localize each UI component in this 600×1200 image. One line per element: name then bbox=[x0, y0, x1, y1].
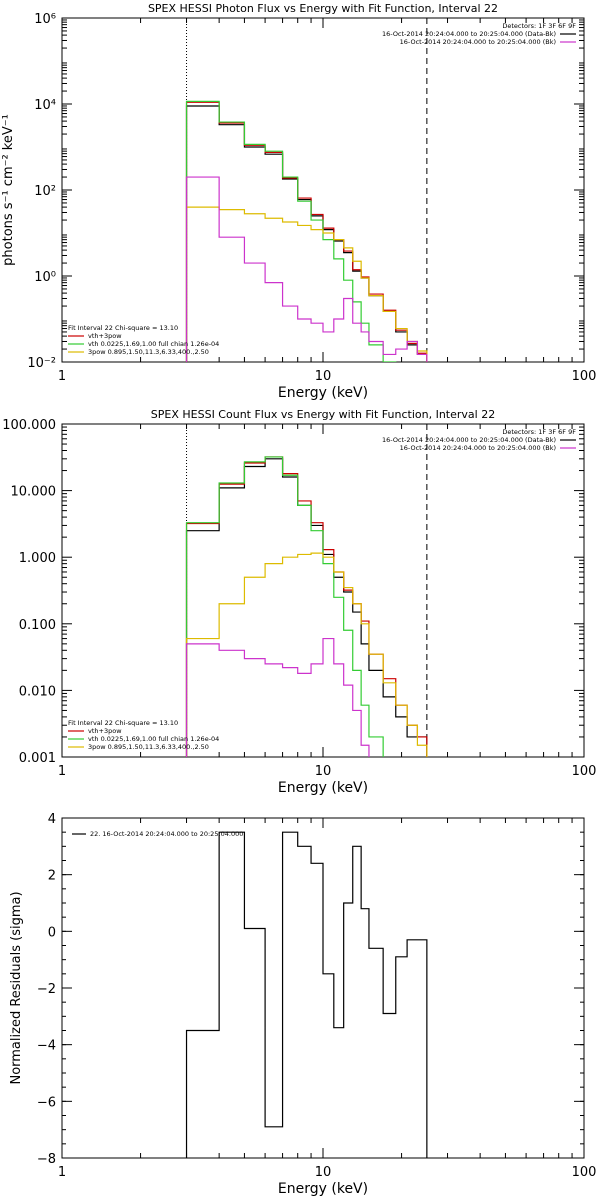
legend-entry: 16-Oct-2014 20:24:04.000 to 20:25:04.000… bbox=[400, 444, 556, 452]
series-bk bbox=[185, 637, 370, 757]
series-data-bk bbox=[185, 105, 428, 362]
series-line bbox=[185, 101, 428, 362]
y-axis-label: photons s⁻¹ cm⁻² keV⁻¹ bbox=[1, 114, 16, 266]
chart-panel-3: 1 10 100 Energy (keV) −8 −6 −4 −2 0 2 4 Normalized … bbox=[9, 812, 596, 1197]
series-vth-3pow bbox=[185, 101, 428, 362]
legend-bottom-left: Fit Interval 22 Chi-square = 13.10vth+3p… bbox=[68, 324, 219, 356]
x-axis-label: Energy (keV) bbox=[278, 1181, 368, 1197]
legend-entry: vth+3pow bbox=[88, 332, 122, 340]
y-axis: −8 −6 −4 −2 0 2 4 Normalized Residuals (sigma) bbox=[9, 812, 584, 1167]
y-tick-label: 10.000 bbox=[11, 485, 57, 500]
x-tick-label: 1 bbox=[58, 1165, 66, 1180]
series-vth bbox=[185, 100, 397, 362]
legend-entry: 3pow 0.895,1.50,11.3,6.33,400.,2.50 bbox=[88, 348, 209, 356]
y-tick-label: −8 bbox=[37, 1152, 56, 1167]
y-tick-label: 10⁶ bbox=[34, 12, 56, 27]
x-tick-label: 10 bbox=[315, 369, 332, 384]
y-tick-label: 4 bbox=[48, 812, 56, 827]
legend-entry: 3pow 0.895,1.50,11.3,6.33,400.,2.50 bbox=[88, 743, 209, 751]
y-tick-label: 100.000 bbox=[2, 418, 56, 433]
x-tick-label: 10 bbox=[315, 764, 332, 779]
legend-entry: Detectors: 1F 3F 6F 9F bbox=[502, 428, 576, 436]
x-tick-label: 10 bbox=[315, 1165, 332, 1180]
x-tick-label: 1 bbox=[58, 369, 66, 384]
y-tick-label: 10⁻² bbox=[27, 356, 56, 371]
series-line bbox=[185, 105, 428, 362]
data-area bbox=[185, 456, 428, 757]
x-axis-label: Energy (keV) bbox=[278, 780, 368, 796]
series-line bbox=[185, 831, 428, 1158]
y-axis-label: Normalized Residuals (sigma) bbox=[9, 891, 24, 1084]
y-axis: 0.001 0.010 0.100 1.000 10.000 100.000 bbox=[2, 418, 584, 766]
legend-header: Fit Interval 22 Chi-square = 13.10 bbox=[68, 324, 178, 332]
legend-header: Fit Interval 22 Chi-square = 13.10 bbox=[68, 719, 178, 727]
series-bk bbox=[185, 176, 428, 362]
x-tick-label: 1 bbox=[58, 764, 66, 779]
x-axis: 1 10 100 Energy (keV) bbox=[58, 18, 597, 401]
chart-title: SPEX HESSI Photon Flux vs Energy with Fi… bbox=[148, 2, 498, 15]
series-vth-3pow bbox=[185, 456, 428, 757]
legend-entry: 16-Oct-2014 20:24:04.000 to 20:25:04.000… bbox=[382, 436, 556, 444]
legend-entry: 22. 16-Oct-2014 20:24:04.000 to 20:25:04… bbox=[90, 830, 243, 838]
y-tick-label: 10⁰ bbox=[34, 270, 56, 285]
y-tick-label: 0.100 bbox=[19, 618, 56, 633]
y-axis: 10⁻² 10⁰ 10² 10⁴ 10⁶ photons s⁻¹ cm⁻² keV⁻¹ bbox=[1, 12, 584, 371]
legend-entry: vth 0.0225,1.69,1.00 full chian 1.26e-04 bbox=[88, 340, 219, 348]
data-area bbox=[185, 100, 428, 362]
data-area bbox=[185, 831, 428, 1158]
series-vth bbox=[185, 456, 384, 757]
x-axis: 1 10 100 Energy (keV) bbox=[58, 818, 597, 1197]
legend-bottom-left: Fit Interval 22 Chi-square = 13.10vth+3p… bbox=[68, 719, 219, 751]
chart-panel-2: SPEX HESSI Count Flux vs Energy with Fit… bbox=[2, 408, 597, 796]
series-line bbox=[185, 176, 428, 362]
x-tick-label: 100 bbox=[572, 369, 597, 384]
legend-entry: 16-Oct-2014 20:24:04.000 to 20:25:04.000… bbox=[382, 30, 556, 38]
y-tick-label: −4 bbox=[37, 1039, 56, 1054]
y-tick-label: 10² bbox=[34, 184, 56, 199]
x-axis-label: Energy (keV) bbox=[278, 385, 368, 401]
y-tick-label: 0.001 bbox=[19, 751, 56, 766]
series-line bbox=[185, 456, 428, 757]
series-line bbox=[185, 456, 384, 757]
y-tick-label: 10⁴ bbox=[34, 98, 56, 113]
legend-entry: 16-Oct-2014 20:24:04.000 to 20:25:04.000… bbox=[400, 38, 556, 46]
series-3pow bbox=[185, 206, 428, 362]
series-residuals bbox=[185, 831, 428, 1158]
y-tick-label: 0.010 bbox=[19, 684, 56, 699]
x-tick-label: 100 bbox=[572, 764, 597, 779]
y-tick-label: 2 bbox=[48, 869, 56, 884]
plot-frame bbox=[61, 423, 585, 758]
x-axis: 1 10 100 Energy (keV) bbox=[58, 424, 597, 796]
series-line bbox=[185, 552, 428, 757]
series-line bbox=[185, 206, 428, 362]
series-data-bk bbox=[185, 458, 428, 757]
series-line bbox=[185, 100, 397, 362]
chart-title: SPEX HESSI Count Flux vs Energy with Fit… bbox=[151, 408, 495, 421]
plot-frame bbox=[61, 17, 585, 363]
legend-top-left: 22. 16-Oct-2014 20:24:04.000 to 20:25:04… bbox=[72, 830, 243, 838]
y-tick-label: −2 bbox=[37, 982, 56, 997]
series-line bbox=[185, 637, 370, 757]
x-tick-label: 100 bbox=[572, 1165, 597, 1180]
legend-entry: vth+3pow bbox=[88, 727, 122, 735]
chart-panel-1: SPEX HESSI Photon Flux vs Energy with Fi… bbox=[1, 2, 597, 401]
series-3pow bbox=[185, 552, 428, 757]
y-tick-label: 1.000 bbox=[19, 551, 56, 566]
y-tick-label: −6 bbox=[37, 1095, 56, 1110]
legend-entry: vth 0.0225,1.69,1.00 full chian 1.26e-04 bbox=[88, 735, 219, 743]
series-line bbox=[185, 458, 428, 757]
legend-entry: Detectors: 1F 3F 6F 9F bbox=[502, 22, 576, 30]
y-tick-label: 0 bbox=[48, 925, 56, 940]
